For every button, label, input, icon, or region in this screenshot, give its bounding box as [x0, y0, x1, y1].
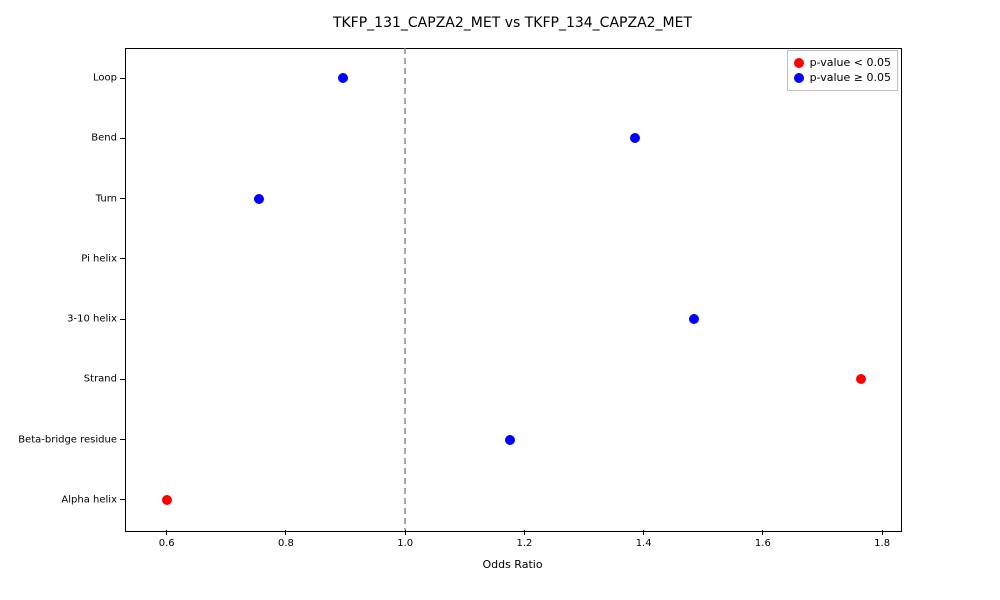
x-tick-label: 0.6	[159, 538, 175, 549]
y-tick-label: Alpha helix	[61, 494, 117, 505]
x-tick-label: 0.8	[278, 538, 294, 549]
plot-area	[125, 48, 902, 532]
y-tick	[120, 258, 125, 259]
x-tick	[762, 530, 763, 535]
data-point	[254, 194, 264, 204]
data-point	[162, 495, 172, 505]
y-tick	[120, 138, 125, 139]
x-tick	[285, 530, 286, 535]
x-tick	[524, 530, 525, 535]
chart-title: TKFP_131_CAPZA2_MET vs TKFP_134_CAPZA2_M…	[125, 15, 900, 31]
y-tick-label: Beta-bridge residue	[18, 434, 117, 445]
y-tick-label: Bend	[91, 133, 117, 144]
x-tick-label: 1.2	[516, 538, 532, 549]
x-tick-label: 1.8	[874, 538, 890, 549]
y-tick	[120, 78, 125, 79]
data-point	[338, 73, 348, 83]
legend-item: p-value < 0.05	[794, 55, 891, 70]
y-tick	[120, 198, 125, 199]
legend-item: p-value ≥ 0.05	[794, 70, 891, 85]
y-tick	[120, 499, 125, 500]
legend: p-value < 0.05p-value ≥ 0.05	[787, 50, 898, 91]
x-tick-label: 1.6	[755, 538, 771, 549]
x-tick-label: 1.4	[636, 538, 652, 549]
x-tick	[166, 530, 167, 535]
legend-label: p-value < 0.05	[810, 55, 891, 70]
y-tick-label: Loop	[93, 73, 117, 84]
y-tick	[120, 379, 125, 380]
chart-root: TKFP_131_CAPZA2_MET vs TKFP_134_CAPZA2_M…	[0, 0, 1000, 600]
y-tick-label: 3-10 helix	[67, 314, 117, 325]
x-tick-label: 1.0	[397, 538, 413, 549]
x-tick	[643, 530, 644, 535]
y-tick	[120, 439, 125, 440]
y-tick-label: Pi helix	[81, 253, 117, 264]
x-tick	[882, 530, 883, 535]
x-axis-label: Odds Ratio	[125, 558, 900, 571]
legend-marker-icon	[794, 58, 804, 68]
y-tick-label: Turn	[96, 193, 117, 204]
x-tick	[405, 530, 406, 535]
data-point	[505, 435, 515, 445]
y-tick	[120, 319, 125, 320]
y-tick-label: Strand	[84, 374, 117, 385]
legend-marker-icon	[794, 73, 804, 83]
legend-label: p-value ≥ 0.05	[810, 70, 891, 85]
